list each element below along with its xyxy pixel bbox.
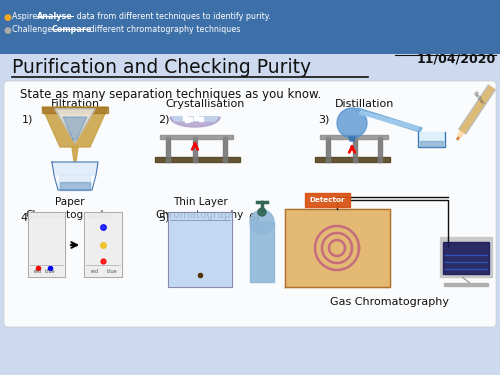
Polygon shape xyxy=(42,107,108,147)
Text: Challenge:: Challenge: xyxy=(12,25,58,34)
Polygon shape xyxy=(160,135,233,139)
Polygon shape xyxy=(72,147,78,162)
Text: 6): 6) xyxy=(248,212,260,222)
Text: Purification and Checking Purity: Purification and Checking Purity xyxy=(12,58,311,77)
FancyBboxPatch shape xyxy=(0,0,500,54)
Polygon shape xyxy=(444,283,488,286)
Polygon shape xyxy=(356,108,422,132)
Circle shape xyxy=(258,208,266,216)
Text: Filtration: Filtration xyxy=(50,99,100,109)
Polygon shape xyxy=(155,157,240,162)
Circle shape xyxy=(337,108,367,138)
Polygon shape xyxy=(359,111,419,130)
Text: Detector: Detector xyxy=(309,197,345,203)
Polygon shape xyxy=(223,137,227,162)
Text: ●: ● xyxy=(4,13,12,22)
Text: ●: ● xyxy=(4,26,12,35)
Text: blue: blue xyxy=(106,269,118,274)
Text: Analyse: Analyse xyxy=(37,12,73,21)
Text: blue: blue xyxy=(44,269,56,274)
Text: 1): 1) xyxy=(22,115,34,125)
Text: different chromatography techniques: different chromatography techniques xyxy=(87,25,240,34)
Polygon shape xyxy=(166,137,170,162)
Polygon shape xyxy=(84,212,122,277)
Text: Crystallisation: Crystallisation xyxy=(166,99,244,109)
Polygon shape xyxy=(418,132,445,147)
Text: Aspire:: Aspire: xyxy=(12,12,42,21)
Circle shape xyxy=(250,210,274,234)
Text: Compare: Compare xyxy=(52,25,92,34)
Text: red: red xyxy=(34,269,42,274)
Text: 3): 3) xyxy=(318,115,330,125)
Polygon shape xyxy=(170,117,220,127)
Polygon shape xyxy=(305,193,350,207)
Polygon shape xyxy=(440,237,492,277)
Text: Batter: Batter xyxy=(472,91,486,106)
Text: Paper
Chromatography: Paper Chromatography xyxy=(26,197,114,220)
Text: State as many separation techniques as you know.: State as many separation techniques as y… xyxy=(20,88,321,101)
Polygon shape xyxy=(172,117,218,121)
Polygon shape xyxy=(349,137,355,141)
Polygon shape xyxy=(193,137,197,162)
Text: 2): 2) xyxy=(158,115,170,125)
Polygon shape xyxy=(353,137,357,162)
FancyBboxPatch shape xyxy=(4,81,496,327)
Polygon shape xyxy=(285,209,390,287)
Polygon shape xyxy=(320,135,388,139)
Polygon shape xyxy=(462,277,470,283)
Polygon shape xyxy=(63,117,87,140)
Polygon shape xyxy=(250,222,274,282)
Polygon shape xyxy=(378,137,382,162)
Polygon shape xyxy=(52,162,98,175)
Polygon shape xyxy=(42,107,108,113)
Polygon shape xyxy=(28,212,65,277)
Text: data from different techniques to identify purity.: data from different techniques to identi… xyxy=(74,12,271,21)
Text: red: red xyxy=(91,269,99,274)
Polygon shape xyxy=(326,137,330,162)
Text: Gas Chromatography: Gas Chromatography xyxy=(330,297,450,307)
Text: Thin Layer
Chromatography: Thin Layer Chromatography xyxy=(156,197,244,220)
Text: 11/04/2020: 11/04/2020 xyxy=(417,52,496,65)
Polygon shape xyxy=(443,242,489,274)
Text: 4): 4) xyxy=(20,212,32,222)
Polygon shape xyxy=(55,109,95,143)
Polygon shape xyxy=(168,212,232,287)
Text: 5): 5) xyxy=(158,212,170,222)
Polygon shape xyxy=(315,157,390,162)
Polygon shape xyxy=(60,182,90,190)
Text: Distillation: Distillation xyxy=(336,99,394,109)
Polygon shape xyxy=(420,141,443,147)
Polygon shape xyxy=(58,175,92,190)
